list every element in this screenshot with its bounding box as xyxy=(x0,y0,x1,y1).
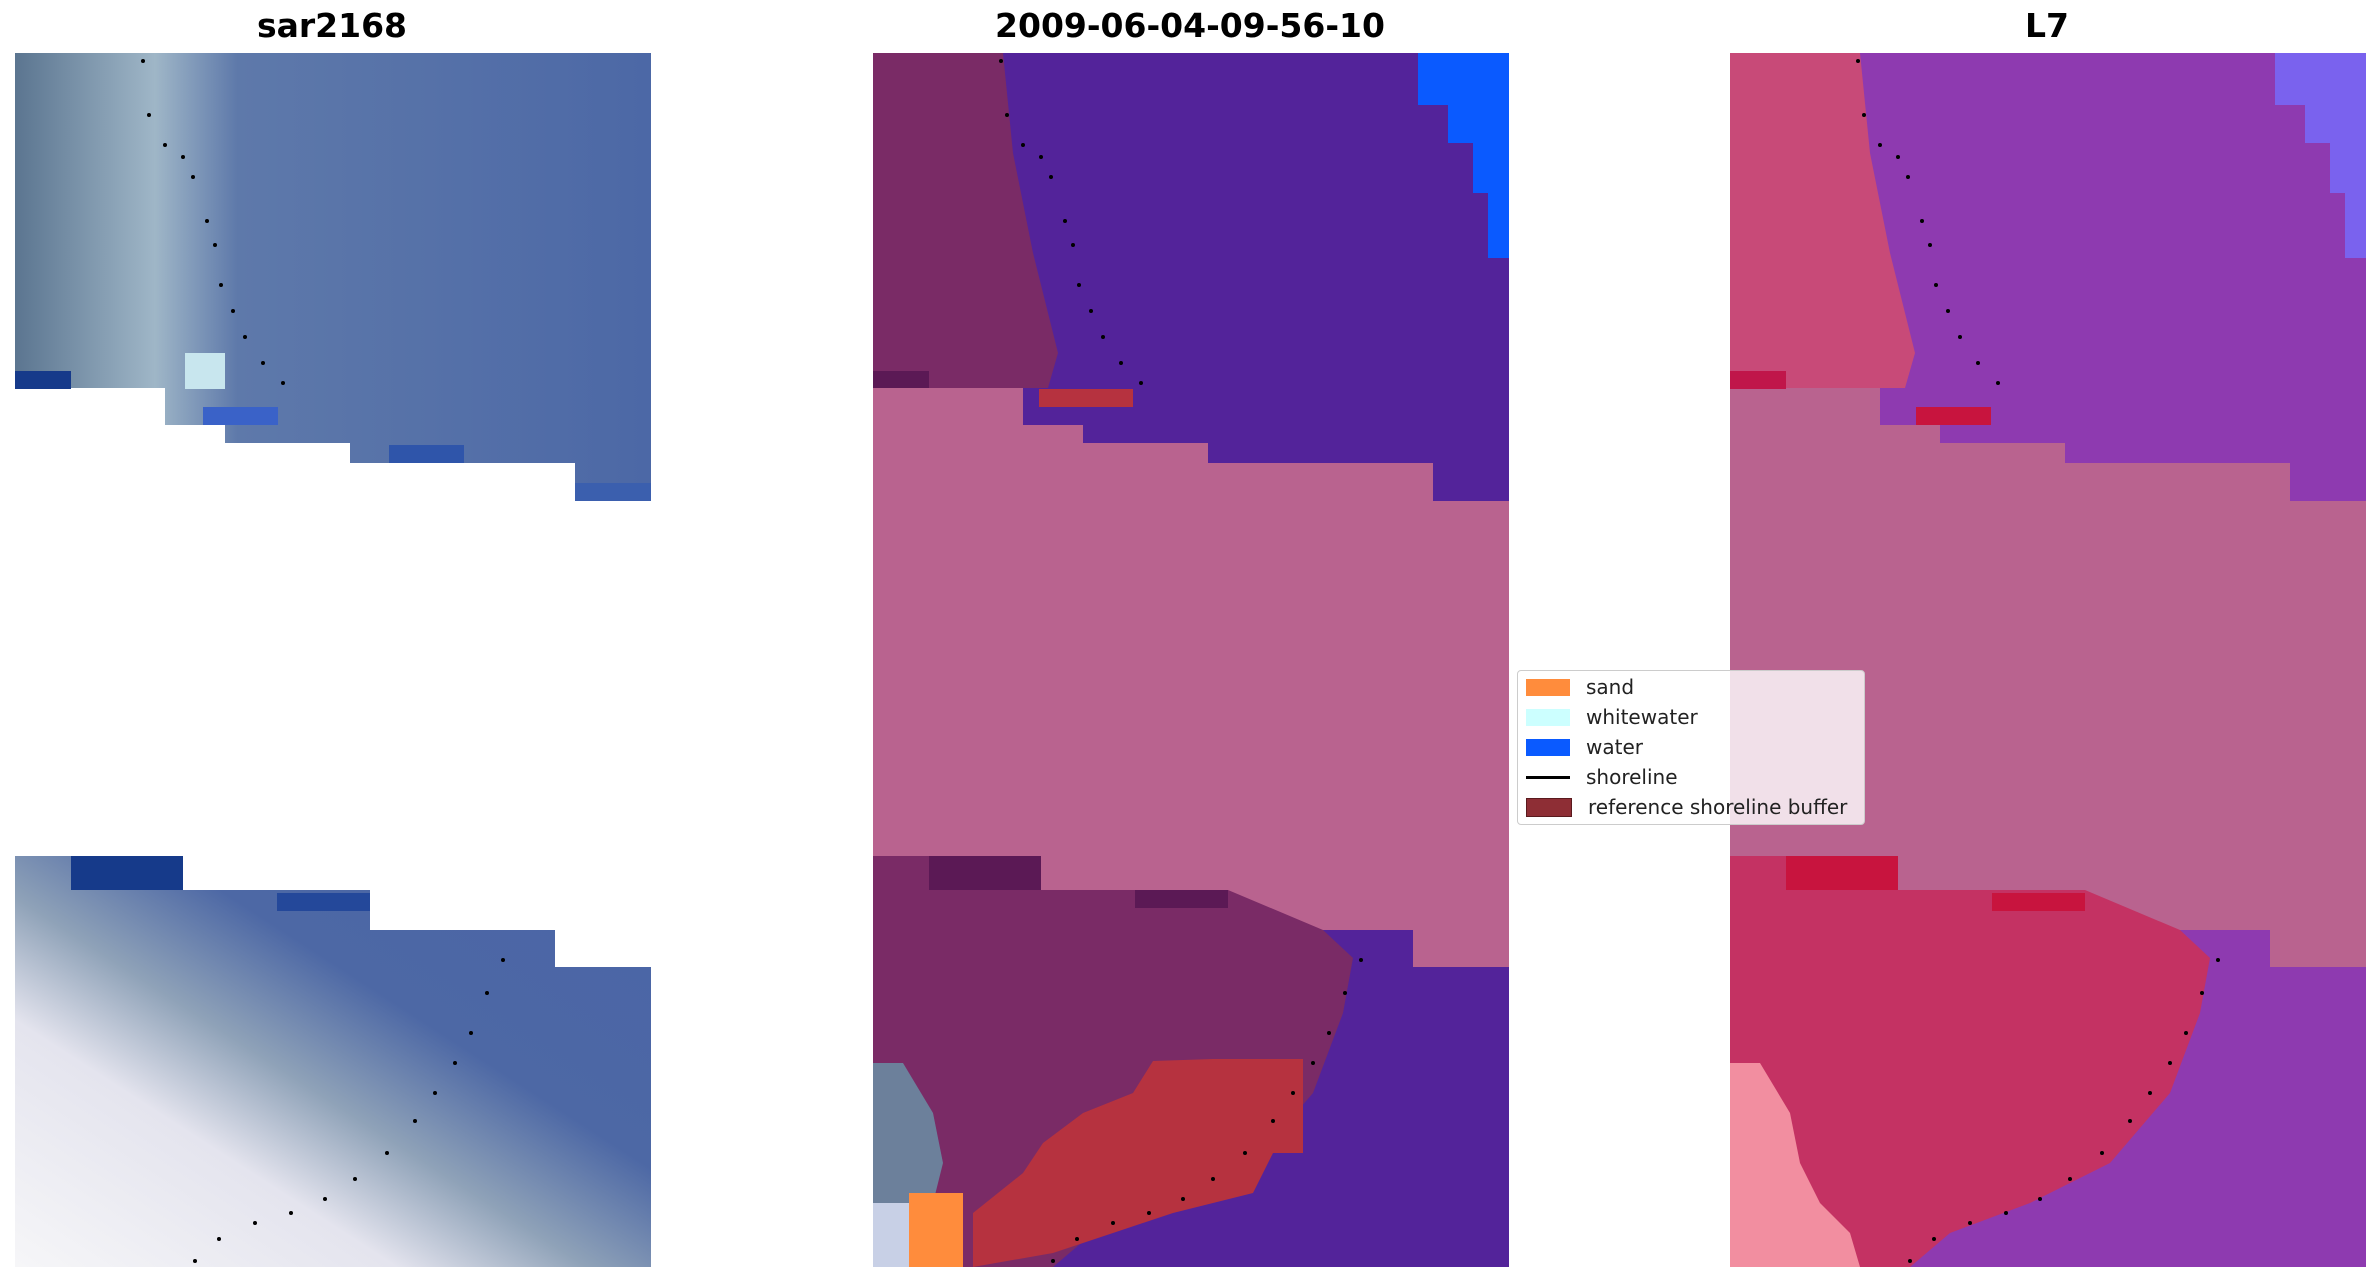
legend-label: water xyxy=(1586,735,1643,759)
rgb-top-region xyxy=(15,53,651,501)
legend: sand whitewater water shoreline referenc… xyxy=(1517,670,1865,825)
shoreline-dots xyxy=(999,59,1363,1263)
legend-item-reference-shoreline-buffer: reference shoreline buffer xyxy=(1526,795,1847,819)
panel-title-rgb: sar2168 xyxy=(256,6,408,45)
rgb-image-panel xyxy=(15,53,651,1267)
index-bottom-region xyxy=(1730,856,2366,1267)
panel-title-index: L7 xyxy=(2025,6,2069,45)
legend-swatch-sand xyxy=(1526,678,1570,696)
legend-item-sand: sand xyxy=(1526,675,1634,699)
legend-label: whitewater xyxy=(1586,705,1698,729)
legend-item-whitewater: whitewater xyxy=(1526,705,1698,729)
legend-swatch-water xyxy=(1526,738,1570,756)
index-image-panel xyxy=(1730,53,2366,1267)
legend-line-shoreline xyxy=(1526,775,1570,779)
panel-title-classified: 2009-06-04-09-56-10 xyxy=(995,6,1385,45)
legend-item-water: water xyxy=(1526,735,1643,759)
legend-swatch-whitewater xyxy=(1526,708,1570,726)
legend-label: reference shoreline buffer xyxy=(1588,795,1848,819)
legend-label: sand xyxy=(1586,675,1635,699)
classified-image-panel xyxy=(873,53,1509,1267)
legend-label: shoreline xyxy=(1586,765,1678,789)
classified-bottom-region xyxy=(873,856,1509,1267)
classified-nodata-band xyxy=(873,388,1509,966)
rgb-bottom-region xyxy=(15,856,651,1267)
shoreline-dots xyxy=(141,59,505,1263)
legend-swatch-reference-shoreline-buffer xyxy=(1526,797,1572,817)
legend-item-shoreline: shoreline xyxy=(1526,765,1678,789)
shoreline-dots xyxy=(1856,59,2220,1263)
